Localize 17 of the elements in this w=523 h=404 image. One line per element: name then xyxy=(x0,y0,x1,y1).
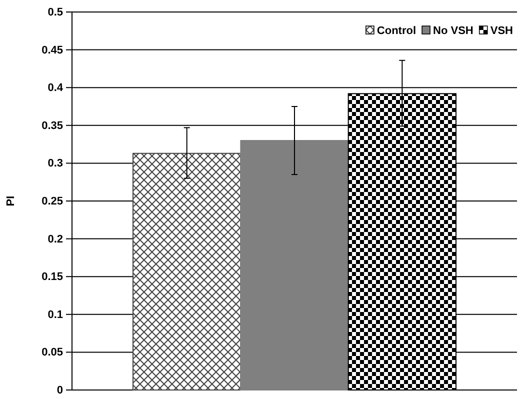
y-tick-label: 0.5 xyxy=(48,6,63,19)
y-tick-label: 0.2 xyxy=(48,233,63,246)
y-tick-label: 0.25 xyxy=(42,196,63,208)
y-tick-label: 0.45 xyxy=(42,44,63,56)
bar xyxy=(240,140,349,390)
legend-label: No VSH xyxy=(433,25,474,37)
y-tick-label: 0.4 xyxy=(48,82,64,94)
legend-label: Control xyxy=(376,25,416,37)
y-axis-title: PI xyxy=(5,196,17,206)
y-tick-label: 0.15 xyxy=(42,271,63,284)
y-tick-label: 0 xyxy=(56,384,63,397)
legend-label: VSH xyxy=(490,25,514,37)
y-tick-label: 0.35 xyxy=(42,120,63,132)
y-tick-label: 0.1 xyxy=(48,308,63,321)
bar xyxy=(132,152,242,390)
y-tick-label: 0.05 xyxy=(42,346,63,359)
y-tick-label: 0.3 xyxy=(48,158,63,170)
